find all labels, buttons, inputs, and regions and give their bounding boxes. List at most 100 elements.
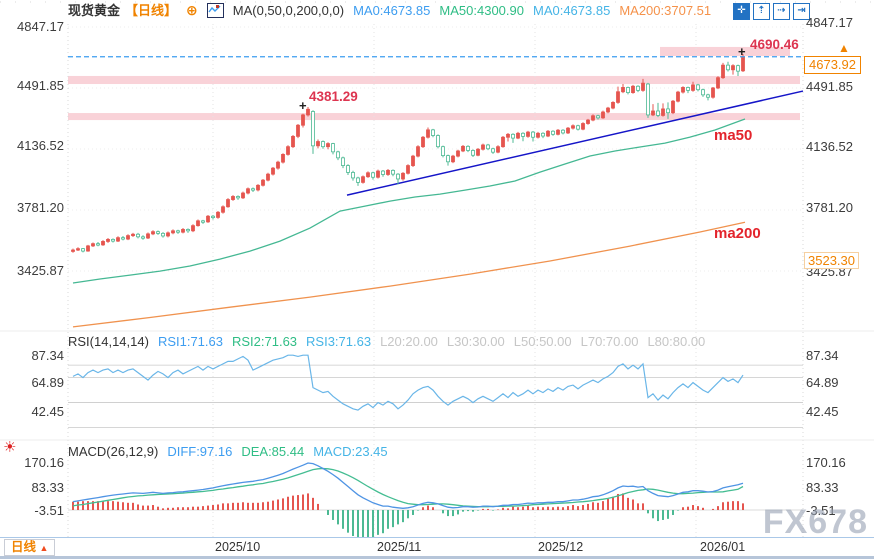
candle[interactable] — [266, 173, 270, 181]
candle[interactable] — [301, 114, 305, 126]
candle[interactable] — [346, 165, 350, 173]
period-badge[interactable]: 日线 ▲ — [4, 539, 56, 556]
candle[interactable] — [606, 107, 610, 113]
reset-view-icon[interactable]: ⇥ — [793, 3, 810, 20]
candle[interactable] — [651, 110, 655, 116]
candle[interactable] — [471, 150, 475, 156]
candle[interactable] — [736, 65, 740, 72]
candle[interactable] — [431, 129, 435, 136]
candle[interactable] — [511, 133, 515, 139]
candle[interactable] — [676, 91, 680, 102]
macd-settings-label[interactable]: MACD(26,12,9) — [68, 444, 159, 459]
candle[interactable] — [326, 143, 330, 148]
candle[interactable] — [451, 155, 455, 163]
candle[interactable] — [596, 115, 600, 119]
candle[interactable] — [196, 220, 200, 227]
candle[interactable] — [181, 229, 185, 233]
candle[interactable] — [91, 243, 95, 247]
candle[interactable] — [491, 148, 495, 153]
candle[interactable] — [151, 231, 155, 235]
candle[interactable] — [636, 85, 640, 91]
candle[interactable] — [656, 110, 660, 116]
candle[interactable] — [336, 151, 340, 159]
candle[interactable] — [691, 84, 695, 91]
candle[interactable] — [226, 199, 230, 208]
candle[interactable] — [641, 82, 645, 91]
candle[interactable] — [536, 132, 540, 138]
candle[interactable] — [426, 129, 430, 138]
candle[interactable] — [331, 143, 335, 153]
candle[interactable] — [486, 144, 490, 150]
candle[interactable] — [286, 146, 290, 155]
candle[interactable] — [731, 65, 735, 71]
candle[interactable] — [481, 144, 485, 150]
candle[interactable] — [531, 131, 535, 138]
candle[interactable] — [421, 136, 425, 148]
candle[interactable] — [86, 245, 90, 252]
candle[interactable] — [526, 131, 530, 137]
candle[interactable] — [601, 111, 605, 119]
candle[interactable] — [466, 145, 470, 151]
candle[interactable] — [701, 89, 705, 96]
candle[interactable] — [371, 172, 375, 178]
candle[interactable] — [176, 230, 180, 233]
candle[interactable] — [396, 173, 400, 180]
candle[interactable] — [221, 206, 225, 213]
candle[interactable] — [166, 232, 170, 237]
candle[interactable] — [681, 87, 685, 93]
candle[interactable] — [586, 119, 590, 124]
candle[interactable] — [281, 154, 285, 163]
candle[interactable] — [101, 241, 105, 246]
candle[interactable] — [136, 233, 140, 238]
candle[interactable] — [631, 85, 635, 94]
candle[interactable] — [116, 237, 120, 242]
candle[interactable] — [616, 91, 620, 103]
candle[interactable] — [611, 101, 615, 109]
candle[interactable] — [216, 211, 220, 218]
candle[interactable] — [81, 248, 85, 252]
candle[interactable] — [241, 192, 245, 199]
candle[interactable] — [551, 130, 555, 135]
candle[interactable] — [361, 176, 365, 183]
candle[interactable] — [376, 170, 380, 178]
candle[interactable] — [711, 87, 715, 98]
candle[interactable] — [501, 136, 505, 148]
candle[interactable] — [476, 148, 480, 156]
candle[interactable] — [171, 230, 175, 234]
candle[interactable] — [131, 233, 135, 237]
candle[interactable] — [246, 188, 250, 194]
candle[interactable] — [191, 225, 195, 232]
candle[interactable] — [556, 129, 560, 135]
candle[interactable] — [206, 215, 210, 223]
candle[interactable] — [251, 188, 255, 191]
macd-hot-icon[interactable]: ☀ — [3, 439, 17, 456]
candle[interactable] — [141, 236, 145, 239]
x-scale-icon[interactable]: ⇢ — [773, 3, 790, 20]
candle[interactable] — [696, 84, 700, 91]
candle[interactable] — [721, 64, 725, 79]
candle[interactable] — [121, 237, 125, 240]
candle[interactable] — [446, 155, 450, 163]
candle[interactable] — [356, 177, 360, 183]
candle[interactable] — [311, 111, 315, 147]
bottom-scroll-strip[interactable] — [0, 556, 874, 559]
candle[interactable] — [186, 229, 190, 232]
candle[interactable] — [201, 220, 205, 223]
candle[interactable] — [111, 238, 115, 242]
candle[interactable] — [726, 64, 730, 71]
candle[interactable] — [541, 132, 545, 137]
candle[interactable] — [146, 233, 150, 239]
candle[interactable] — [566, 127, 570, 134]
candle[interactable] — [686, 87, 690, 91]
candle[interactable] — [351, 172, 355, 179]
candle[interactable] — [161, 232, 165, 237]
candle[interactable] — [316, 141, 320, 147]
candle[interactable] — [381, 170, 385, 175]
candle[interactable] — [71, 249, 75, 252]
candle[interactable] — [646, 83, 650, 116]
candle[interactable] — [211, 215, 215, 219]
y-scale-icon[interactable]: ⇡ — [753, 3, 770, 20]
candle[interactable] — [506, 133, 510, 138]
candle[interactable] — [276, 161, 280, 169]
